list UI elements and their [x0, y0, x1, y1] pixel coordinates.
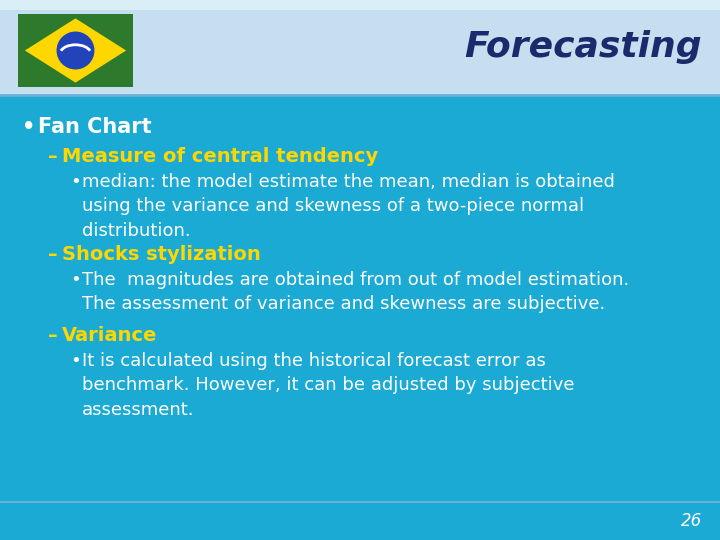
Text: –: – — [48, 326, 58, 345]
Text: median: the model estimate the mean, median is obtained
using the variance and s: median: the model estimate the mean, med… — [82, 173, 615, 240]
Text: •: • — [70, 271, 81, 289]
Text: •: • — [22, 117, 35, 137]
Text: –: – — [48, 147, 58, 166]
Text: •: • — [70, 173, 81, 191]
Text: Shocks stylization: Shocks stylization — [62, 245, 261, 264]
Text: Measure of central tendency: Measure of central tendency — [62, 147, 378, 166]
Text: Forecasting: Forecasting — [464, 30, 702, 64]
Circle shape — [56, 31, 94, 70]
Bar — [18, 14, 133, 87]
Text: The  magnitudes are obtained from out of model estimation.
The assessment of var: The magnitudes are obtained from out of … — [82, 271, 629, 313]
Text: Variance: Variance — [62, 326, 158, 345]
Bar — [0, 0, 720, 10]
Text: 26: 26 — [680, 512, 702, 530]
Text: •: • — [70, 352, 81, 370]
Bar — [0, 10, 720, 95]
Text: Fan Chart: Fan Chart — [38, 117, 152, 137]
Text: It is calculated using the historical forecast error as
benchmark. However, it c: It is calculated using the historical fo… — [82, 352, 575, 419]
Text: –: – — [48, 245, 58, 264]
Polygon shape — [25, 18, 126, 83]
